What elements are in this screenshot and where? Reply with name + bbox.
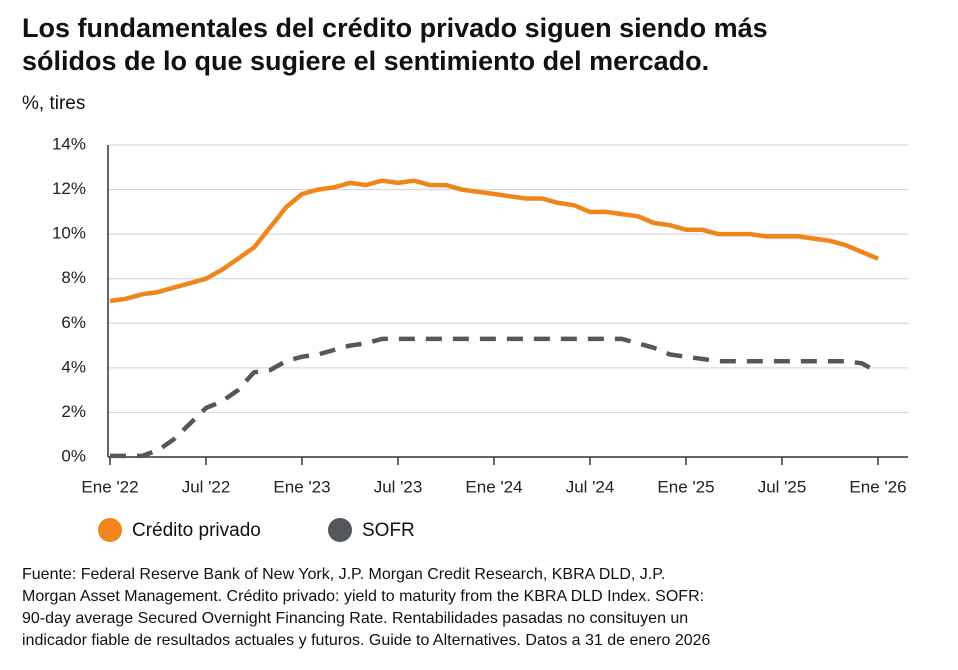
legend-label: Crédito privado (132, 520, 261, 541)
x-tick-label: Jul '24 (566, 477, 615, 496)
legend-marker (98, 518, 122, 542)
chart-title: sólidos de lo que sugiere el sentimiento… (22, 46, 709, 76)
data-line (110, 336, 880, 459)
y-tick-label: 4% (61, 357, 86, 376)
y-tick-label: 12% (52, 179, 86, 198)
source-note: indicador fiable de resultados actuales … (22, 632, 711, 649)
x-tick-label: Ene '26 (849, 477, 906, 496)
source-note: 90-day average Secured Overnight Financi… (22, 610, 688, 627)
source-note: Fuente: Federal Reserve Bank of New York… (22, 566, 665, 583)
legend-label: SOFR (362, 520, 415, 541)
y-tick-label: 6% (61, 313, 86, 332)
legend-marker (328, 518, 352, 542)
x-tick-label: Ene '25 (657, 477, 714, 496)
chart-title: Los fundamentales del crédito privado si… (22, 13, 768, 43)
data-line (109, 178, 879, 304)
x-tick-label: Jul '23 (374, 477, 423, 496)
x-tick-label: Ene '23 (273, 477, 330, 496)
y-tick-label: 8% (61, 268, 86, 287)
source-note: Morgan Asset Management. Crédito privado… (22, 588, 704, 605)
x-tick-label: Ene '22 (81, 477, 138, 496)
x-tick-label: Jul '22 (182, 477, 231, 496)
y-tick-label: 14% (52, 134, 86, 153)
y-axis-label: %, tires (22, 93, 85, 114)
x-tick-label: Jul '25 (758, 477, 807, 496)
x-tick-label: Ene '24 (465, 477, 522, 496)
y-tick-label: 0% (61, 446, 86, 465)
y-tick-label: 10% (52, 224, 86, 243)
y-tick-label: 2% (61, 402, 86, 421)
